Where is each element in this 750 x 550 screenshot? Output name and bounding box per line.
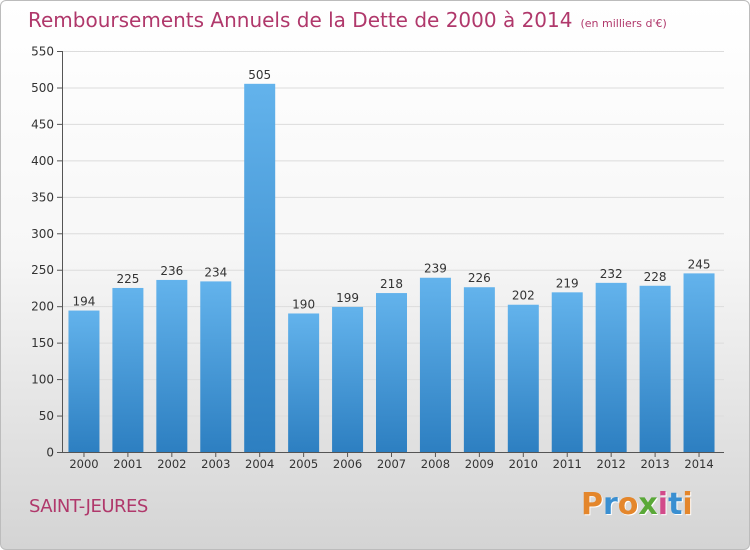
data-label: 239 [424, 262, 447, 276]
y-tick-labels: 0 50 100 150 200 250 300 350 400 450 500 550 [31, 45, 54, 460]
x-tick-label: 2000 [69, 457, 98, 471]
y-tick-label: 300 [31, 227, 54, 241]
bar [244, 83, 276, 453]
axes [57, 51, 724, 457]
y-tick-label: 200 [31, 300, 54, 314]
logo-letter: r [603, 487, 618, 522]
data-label: 234 [204, 265, 227, 279]
x-tick-label: 2005 [289, 457, 318, 471]
logo-letter: i [657, 487, 669, 522]
chart-title: Remboursements Annuels de la Dette de 20… [28, 8, 667, 32]
y-tick-label: 500 [31, 81, 54, 95]
x-tick-label: 2008 [421, 457, 450, 471]
bar [639, 285, 671, 452]
x-tick-label: 2009 [465, 457, 494, 471]
bar [156, 279, 188, 452]
proxiti-logo: Proxiti [581, 487, 693, 522]
logo-letter: x [638, 487, 658, 522]
bar [288, 313, 320, 452]
bar [332, 306, 364, 452]
y-tick-label: 150 [31, 336, 54, 350]
data-label: 194 [73, 295, 96, 309]
x-tick-labels: 2000 2001 2002 2003 2004 2005 2006 2007 2008 2009… [69, 457, 713, 471]
x-tick-label: 2011 [553, 457, 582, 471]
data-label: 218 [380, 277, 403, 291]
x-tick-label: 2013 [640, 457, 669, 471]
x-tick-label: 2007 [377, 457, 406, 471]
bars [68, 83, 715, 453]
bar [551, 292, 583, 452]
data-labels: 194 225 236 234 505 190 199 218 239 226 202 219 232 2… [73, 68, 711, 312]
y-tick-label: 400 [31, 154, 54, 168]
chart-title-text: Remboursements Annuels de la Dette de 20… [28, 8, 573, 32]
y-tick-label: 0 [46, 446, 54, 460]
x-tick-label: 2014 [684, 457, 713, 471]
data-label: 228 [644, 270, 667, 284]
bar [376, 293, 407, 452]
y-tick-label: 550 [31, 45, 54, 59]
x-tick-label: 2004 [245, 457, 274, 471]
data-label: 245 [688, 257, 711, 271]
logo-letter: P [581, 487, 603, 522]
data-label: 226 [468, 271, 491, 285]
logo-letter: o [617, 487, 639, 522]
y-tick-label: 100 [31, 373, 54, 387]
data-label: 202 [512, 289, 535, 303]
x-tick-label: 2012 [597, 457, 626, 471]
logo-letter: t [668, 487, 683, 522]
bar [463, 287, 495, 452]
x-tick-label: 2002 [157, 457, 186, 471]
bar [507, 304, 539, 452]
data-label: 219 [556, 276, 579, 290]
y-tick-label: 350 [31, 190, 54, 204]
data-label: 225 [116, 272, 139, 286]
data-label: 236 [160, 264, 183, 278]
data-label: 199 [336, 291, 359, 305]
y-tick-label: 50 [39, 409, 54, 423]
bar [200, 281, 232, 452]
data-label: 190 [292, 297, 315, 311]
logo-letter: i [682, 487, 693, 522]
x-tick-label: 2006 [333, 457, 362, 471]
bar [419, 277, 451, 452]
place-name: SAINT-JEURES [29, 496, 148, 517]
bar [595, 282, 627, 452]
x-tick-label: 2003 [201, 457, 230, 471]
bar [683, 273, 715, 452]
y-tick-label: 450 [31, 117, 54, 131]
data-label: 505 [248, 68, 271, 82]
x-tick-label: 2001 [113, 457, 142, 471]
bar [112, 287, 144, 452]
y-tick-label: 250 [31, 263, 54, 277]
x-tick-label: 2010 [509, 457, 538, 471]
chart-unit: (en milliers d'€) [580, 17, 667, 30]
data-label: 232 [600, 267, 623, 281]
bar [68, 310, 100, 452]
